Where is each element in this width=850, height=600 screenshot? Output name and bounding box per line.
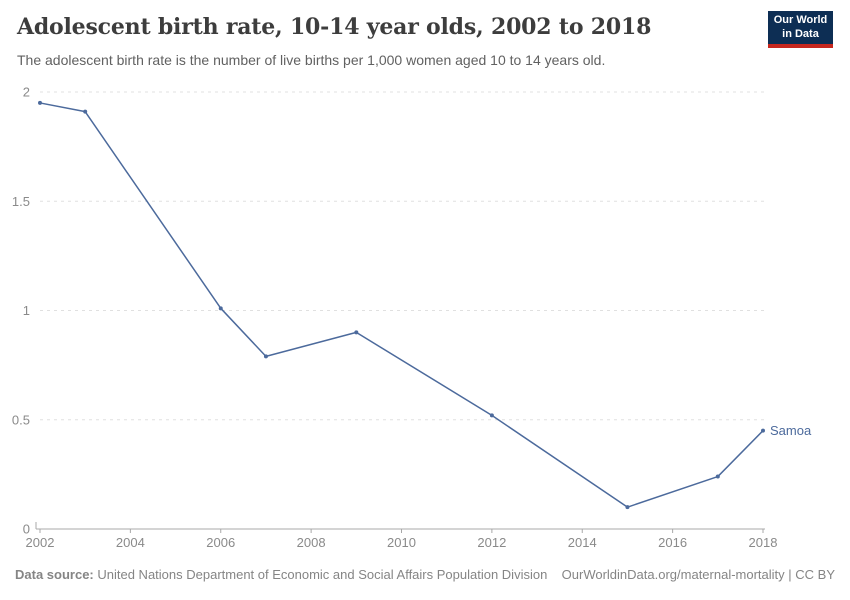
y-tick-label: 1.5 <box>12 194 30 209</box>
data-source-note: Data source: United Nations Department o… <box>15 567 547 582</box>
data-point <box>489 413 494 418</box>
x-tick-label: 2010 <box>387 535 416 550</box>
data-source-label: Data source: <box>15 567 94 582</box>
x-tick-label: 2018 <box>749 535 778 550</box>
data-point <box>218 306 223 311</box>
y-tick-label: 0 <box>23 522 30 537</box>
chart-subtitle: The adolescent birth rate is the number … <box>17 52 606 68</box>
owid-logo[interactable]: Our World in Data <box>768 11 833 48</box>
data-point <box>625 505 630 510</box>
owid-logo-stripe <box>768 44 833 48</box>
y-tick-label: 2 <box>23 85 30 100</box>
y-tick-label: 1 <box>23 303 30 318</box>
owid-logo-line2: in Data <box>782 27 819 40</box>
entity-label: Samoa <box>770 423 812 438</box>
series-line <box>39 102 764 508</box>
data-point <box>83 109 88 114</box>
x-tick-label: 2004 <box>116 535 145 550</box>
x-tick-label: 2006 <box>206 535 235 550</box>
x-tick-label: 2002 <box>26 535 55 550</box>
data-point <box>715 474 720 479</box>
x-tick-label: 2012 <box>477 535 506 550</box>
page-title: Adolescent birth rate, 10-14 year olds, … <box>17 14 652 40</box>
data-point <box>354 330 359 335</box>
x-tick-label: 2016 <box>658 535 687 550</box>
data-source-text: United Nations Department of Economic an… <box>93 567 548 582</box>
data-point <box>263 354 268 359</box>
data-point <box>38 100 42 105</box>
owid-logo-box: Our World in Data <box>768 11 833 44</box>
owid-logo-line1: Our World <box>773 14 828 27</box>
x-tick-label: 2008 <box>297 535 326 550</box>
x-tick-label: 2014 <box>568 535 597 550</box>
data-point <box>761 428 765 433</box>
y-tick-label: 0.5 <box>12 412 30 427</box>
owid-link[interactable]: OurWorldinData.org/maternal-mortality | … <box>561 567 835 582</box>
